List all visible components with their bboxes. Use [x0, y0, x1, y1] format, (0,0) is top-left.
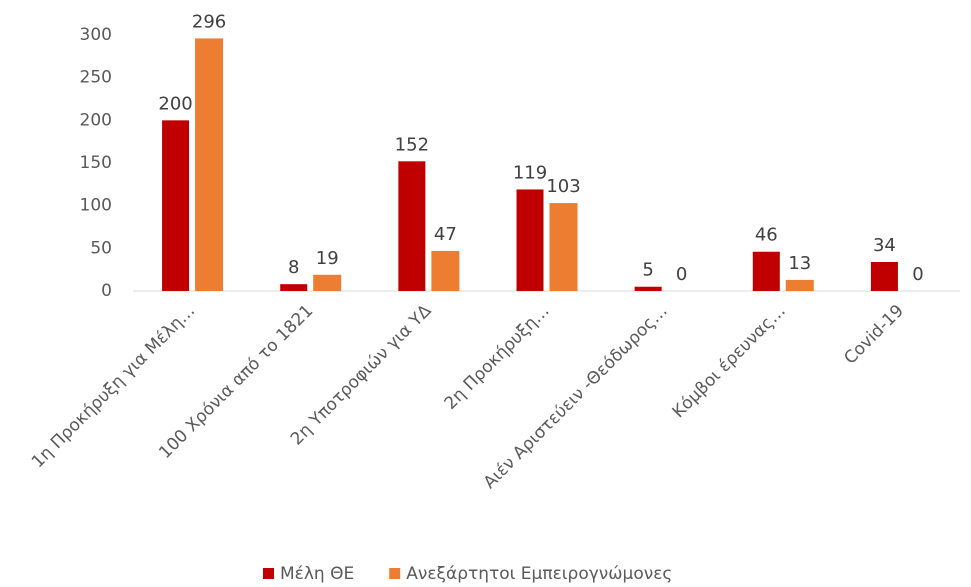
- value-label: 34: [873, 235, 896, 256]
- bar: [162, 120, 190, 291]
- bar: [516, 189, 544, 291]
- value-label: 47: [434, 224, 457, 245]
- value-label: 13: [788, 253, 811, 274]
- bar: [870, 261, 898, 291]
- bar: [549, 203, 578, 291]
- value-label: 0: [676, 264, 687, 285]
- legend-label: Μέλη ΘΕ: [280, 564, 354, 584]
- y-tick-label: 300: [80, 25, 112, 45]
- x-tick-label: Αιέν Αριστεύειν -Θεόδωρος…: [480, 301, 672, 493]
- bar: [634, 286, 662, 291]
- value-label: 0: [912, 264, 923, 285]
- legend-swatch: [389, 568, 401, 579]
- y-tick-label: 0: [101, 281, 112, 301]
- legend-swatch: [263, 568, 274, 579]
- value-label: 19: [316, 248, 339, 269]
- bar: [431, 250, 460, 291]
- value-label: 5: [642, 260, 653, 281]
- value-label: 8: [288, 257, 299, 278]
- y-tick-label: 200: [80, 110, 112, 130]
- bar: [313, 274, 342, 291]
- bar: [195, 38, 224, 292]
- value-label: 152: [395, 134, 429, 155]
- bar: [785, 279, 814, 291]
- value-label: 200: [158, 93, 192, 114]
- bar: [398, 161, 426, 291]
- y-tick-label: 150: [80, 153, 112, 173]
- bar: [280, 284, 308, 291]
- value-label: 103: [546, 176, 580, 197]
- x-tick-label: Κόμβοι έρευνας…: [669, 301, 790, 422]
- bar: [752, 251, 780, 291]
- value-label: 296: [192, 11, 226, 32]
- y-tick-label: 50: [90, 238, 112, 258]
- x-tick-label: 2η Προκήρυξη…: [441, 301, 554, 414]
- value-label: 119: [513, 162, 547, 183]
- legend-label: Ανεξάρτητοι Εμπειρογνώμονες: [406, 564, 672, 584]
- y-tick-label: 100: [80, 196, 112, 216]
- x-tick-label: Covid-19: [840, 301, 908, 369]
- value-label: 46: [755, 225, 778, 246]
- y-tick-label: 250: [80, 68, 112, 88]
